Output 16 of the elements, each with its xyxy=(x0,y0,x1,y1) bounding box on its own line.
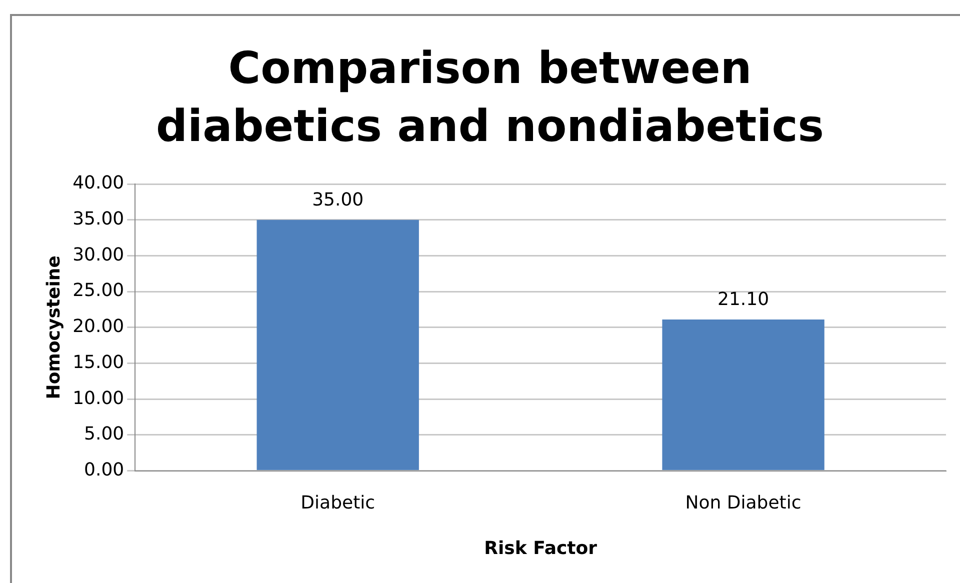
y-tick-label: 0.00 xyxy=(84,459,124,480)
y-tick-label: 20.00 xyxy=(72,316,124,338)
y-tick-label: 40.00 xyxy=(72,172,124,194)
data-label: 35.00 xyxy=(312,190,364,211)
chart-title: Comparison between diabetics and nondiabetics xyxy=(154,42,825,154)
x-tick-label: Non Diabetic xyxy=(685,492,802,514)
y-tick-label: 15.00 xyxy=(72,352,124,373)
y-tick-label: 30.00 xyxy=(72,244,124,266)
y-axis-title: Homocysteine xyxy=(43,256,64,400)
x-axis-title: Risk Factor xyxy=(484,538,598,559)
y-tick-label: 10.00 xyxy=(72,388,124,409)
x-tick-label: Diabetic xyxy=(300,492,376,514)
data-label: 21.10 xyxy=(718,289,770,310)
y-tick-label: 25.00 xyxy=(72,280,124,302)
y-tick-label: 35.00 xyxy=(72,208,124,230)
y-tick-label: 5.00 xyxy=(84,424,124,445)
